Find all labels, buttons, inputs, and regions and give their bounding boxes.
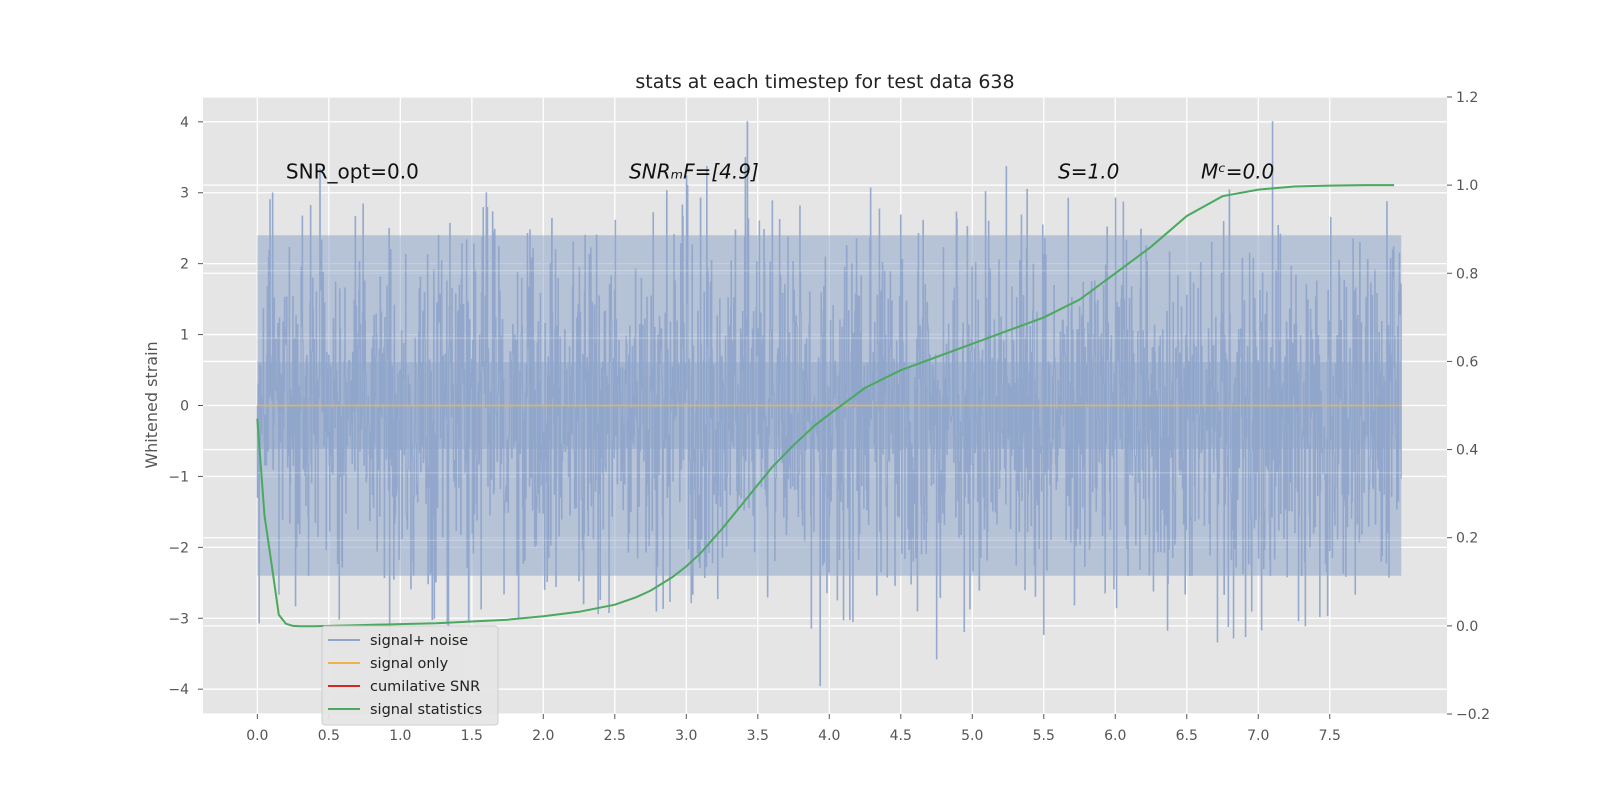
x-tick-label: 5.0 [961,728,983,744]
x-tick-label: 5.5 [1033,728,1055,744]
x-tick-label: 0.0 [246,728,268,744]
legend-label: cumilative SNR [370,679,480,695]
x-tick-label: 2.0 [532,728,554,744]
y-tick-label: −2 [168,540,189,556]
annotations: SNR_opt=0.0 SNRₘF=[4.9] S=1.0 Mᶜ=0.0 [286,160,1274,184]
x-tick-label: 6.0 [1104,728,1126,744]
legend-label: signal only [370,656,449,672]
annotation: Mᶜ=0.0 [1201,160,1274,184]
y-tick-label: −1 [168,469,189,485]
x-tick-label: 1.0 [389,728,411,744]
y2-tick-label: 0.4 [1456,443,1478,459]
x-tick-label: 7.0 [1247,728,1269,744]
legend-box [321,625,499,726]
x-tick-label: 2.5 [604,728,626,744]
y-tick-label: −3 [168,611,189,627]
x-tick-label: 3.0 [675,728,697,744]
y-tick-label: 2 [180,257,189,273]
series-line-signal-statistics [256,184,1395,628]
x-tick-label: 4.5 [890,728,912,744]
y-tick-label: 0 [180,399,189,415]
legend: signal+ noise signal only cumilative SNR si… [321,625,499,726]
y2-tick-label: 0.8 [1456,266,1478,282]
legend-label: signal+ noise [370,633,468,649]
x-tick-label: 6.5 [1176,728,1198,744]
x-tick-label: 1.5 [461,728,483,744]
legend-label: signal statistics [370,702,482,718]
y-axis-label: Whitened strain [142,341,161,468]
x-tick-label: 3.5 [747,728,769,744]
chart-title: stats at each timestep for test data 638 [635,71,1014,93]
x-tick-label: 4.0 [818,728,840,744]
y-tick-label: 4 [180,115,189,131]
y2-tick-label: 1.0 [1456,178,1478,194]
annotation: S=1.0 [1058,160,1119,184]
annotation: SNRₘF=[4.9] [629,160,759,184]
y-tick-label: 1 [180,328,189,344]
axes: 0.0 0.5 1.0 1.5 2.0 2.5 3.0 3.5 4.0 4.5 5.0 5.5 6.0 6… [168,90,1490,744]
y2-tick-label: −0.2 [1456,707,1490,723]
y2-tick-label: 0.2 [1456,531,1478,547]
annotation: SNR_opt=0.0 [286,160,419,184]
x-tick-label: 0.5 [318,728,340,744]
line-series [256,184,1402,628]
x-tick-label: 7.5 [1319,728,1341,744]
y2-tick-label: 1.2 [1456,90,1478,106]
y2-tick-label: 0.0 [1456,619,1478,635]
y-tick-label: −4 [168,682,189,698]
y2-tick-label: 0.6 [1456,354,1478,370]
y-tick-label: 3 [180,186,189,202]
